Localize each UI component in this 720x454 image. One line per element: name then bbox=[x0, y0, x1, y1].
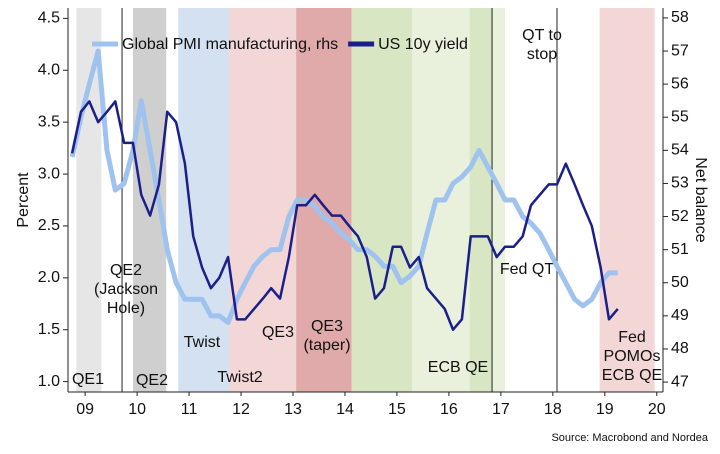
annotation: Twist bbox=[184, 334, 221, 351]
shaded-period bbox=[76, 8, 102, 392]
x-tick-label: 13 bbox=[284, 401, 302, 418]
annotation: Fed bbox=[618, 329, 646, 346]
annotation: QE3 bbox=[311, 318, 343, 335]
source: Source: Macrobond and Nordea bbox=[551, 432, 708, 444]
annotation: QE2 bbox=[110, 262, 142, 279]
x-tick-label: 18 bbox=[544, 401, 562, 418]
shaded-period bbox=[229, 8, 297, 392]
y2-tick-label: 54 bbox=[671, 142, 689, 159]
annotation: QE3 bbox=[262, 324, 294, 341]
annotation: Twist2 bbox=[217, 369, 262, 386]
y2-tick-label: 47 bbox=[671, 373, 689, 390]
x-tick-label: 16 bbox=[440, 401, 458, 418]
annotation: stop bbox=[527, 46, 557, 63]
x-tick-label: 20 bbox=[648, 401, 666, 418]
y2-tick-label: 48 bbox=[671, 340, 689, 357]
annotation: Fed QT bbox=[500, 261, 554, 278]
x-tick-label: 09 bbox=[76, 401, 94, 418]
x-tick-label: 12 bbox=[232, 401, 250, 418]
annotation: ECB QE bbox=[602, 367, 662, 384]
y-tick-label: 2.5 bbox=[38, 217, 60, 234]
series-line bbox=[70, 100, 619, 331]
annotation: ECB QE bbox=[428, 359, 488, 376]
x-tick-label: 11 bbox=[181, 401, 198, 418]
y2-tick-label: 53 bbox=[671, 175, 689, 192]
legend-label: Global PMI manufacturing, rhs bbox=[122, 36, 338, 53]
annotation: QE2 bbox=[136, 372, 168, 389]
y2-tick-label: 50 bbox=[671, 274, 689, 291]
y2-tick-label: 55 bbox=[671, 108, 689, 125]
x-tick-label: 17 bbox=[492, 401, 510, 418]
y2-tick-label: 49 bbox=[671, 307, 689, 324]
y2-axis-label: Net balance bbox=[692, 157, 709, 242]
annotation: QE1 bbox=[72, 371, 104, 388]
legend-label: US 10y yield bbox=[378, 36, 468, 53]
annotation: QT to bbox=[522, 27, 562, 44]
x-tick-label: 19 bbox=[596, 401, 614, 418]
y-tick-label: 3.5 bbox=[38, 113, 60, 130]
y2-tick-label: 56 bbox=[671, 75, 689, 92]
y-tick-label: 4.0 bbox=[38, 61, 60, 78]
x-tick-label: 10 bbox=[128, 401, 146, 418]
y-tick-label: 1.0 bbox=[38, 373, 60, 390]
x-tick-label: 14 bbox=[336, 401, 354, 418]
y-tick-label: 4.5 bbox=[38, 10, 60, 27]
shaded-period bbox=[178, 8, 230, 392]
y2-tick-label: 57 bbox=[671, 42, 689, 59]
y-axis-label: Percent bbox=[15, 172, 32, 228]
y-tick-label: 2.0 bbox=[38, 269, 60, 286]
annotation: (taper) bbox=[303, 337, 350, 354]
y-tick-label: 1.5 bbox=[38, 321, 60, 338]
shaded-period bbox=[469, 8, 493, 392]
y-tick-label: 3.0 bbox=[38, 165, 60, 182]
annotation: POMOs bbox=[604, 348, 661, 365]
shaded-period bbox=[351, 8, 413, 392]
x-tick-label: 15 bbox=[388, 401, 406, 418]
annotation: Hole) bbox=[107, 300, 145, 317]
shaded-period bbox=[599, 8, 655, 392]
annotation: (Jackson bbox=[94, 281, 158, 298]
y2-tick-label: 52 bbox=[671, 208, 689, 225]
y2-tick-label: 51 bbox=[671, 241, 689, 258]
y2-tick-label: 58 bbox=[671, 9, 689, 26]
